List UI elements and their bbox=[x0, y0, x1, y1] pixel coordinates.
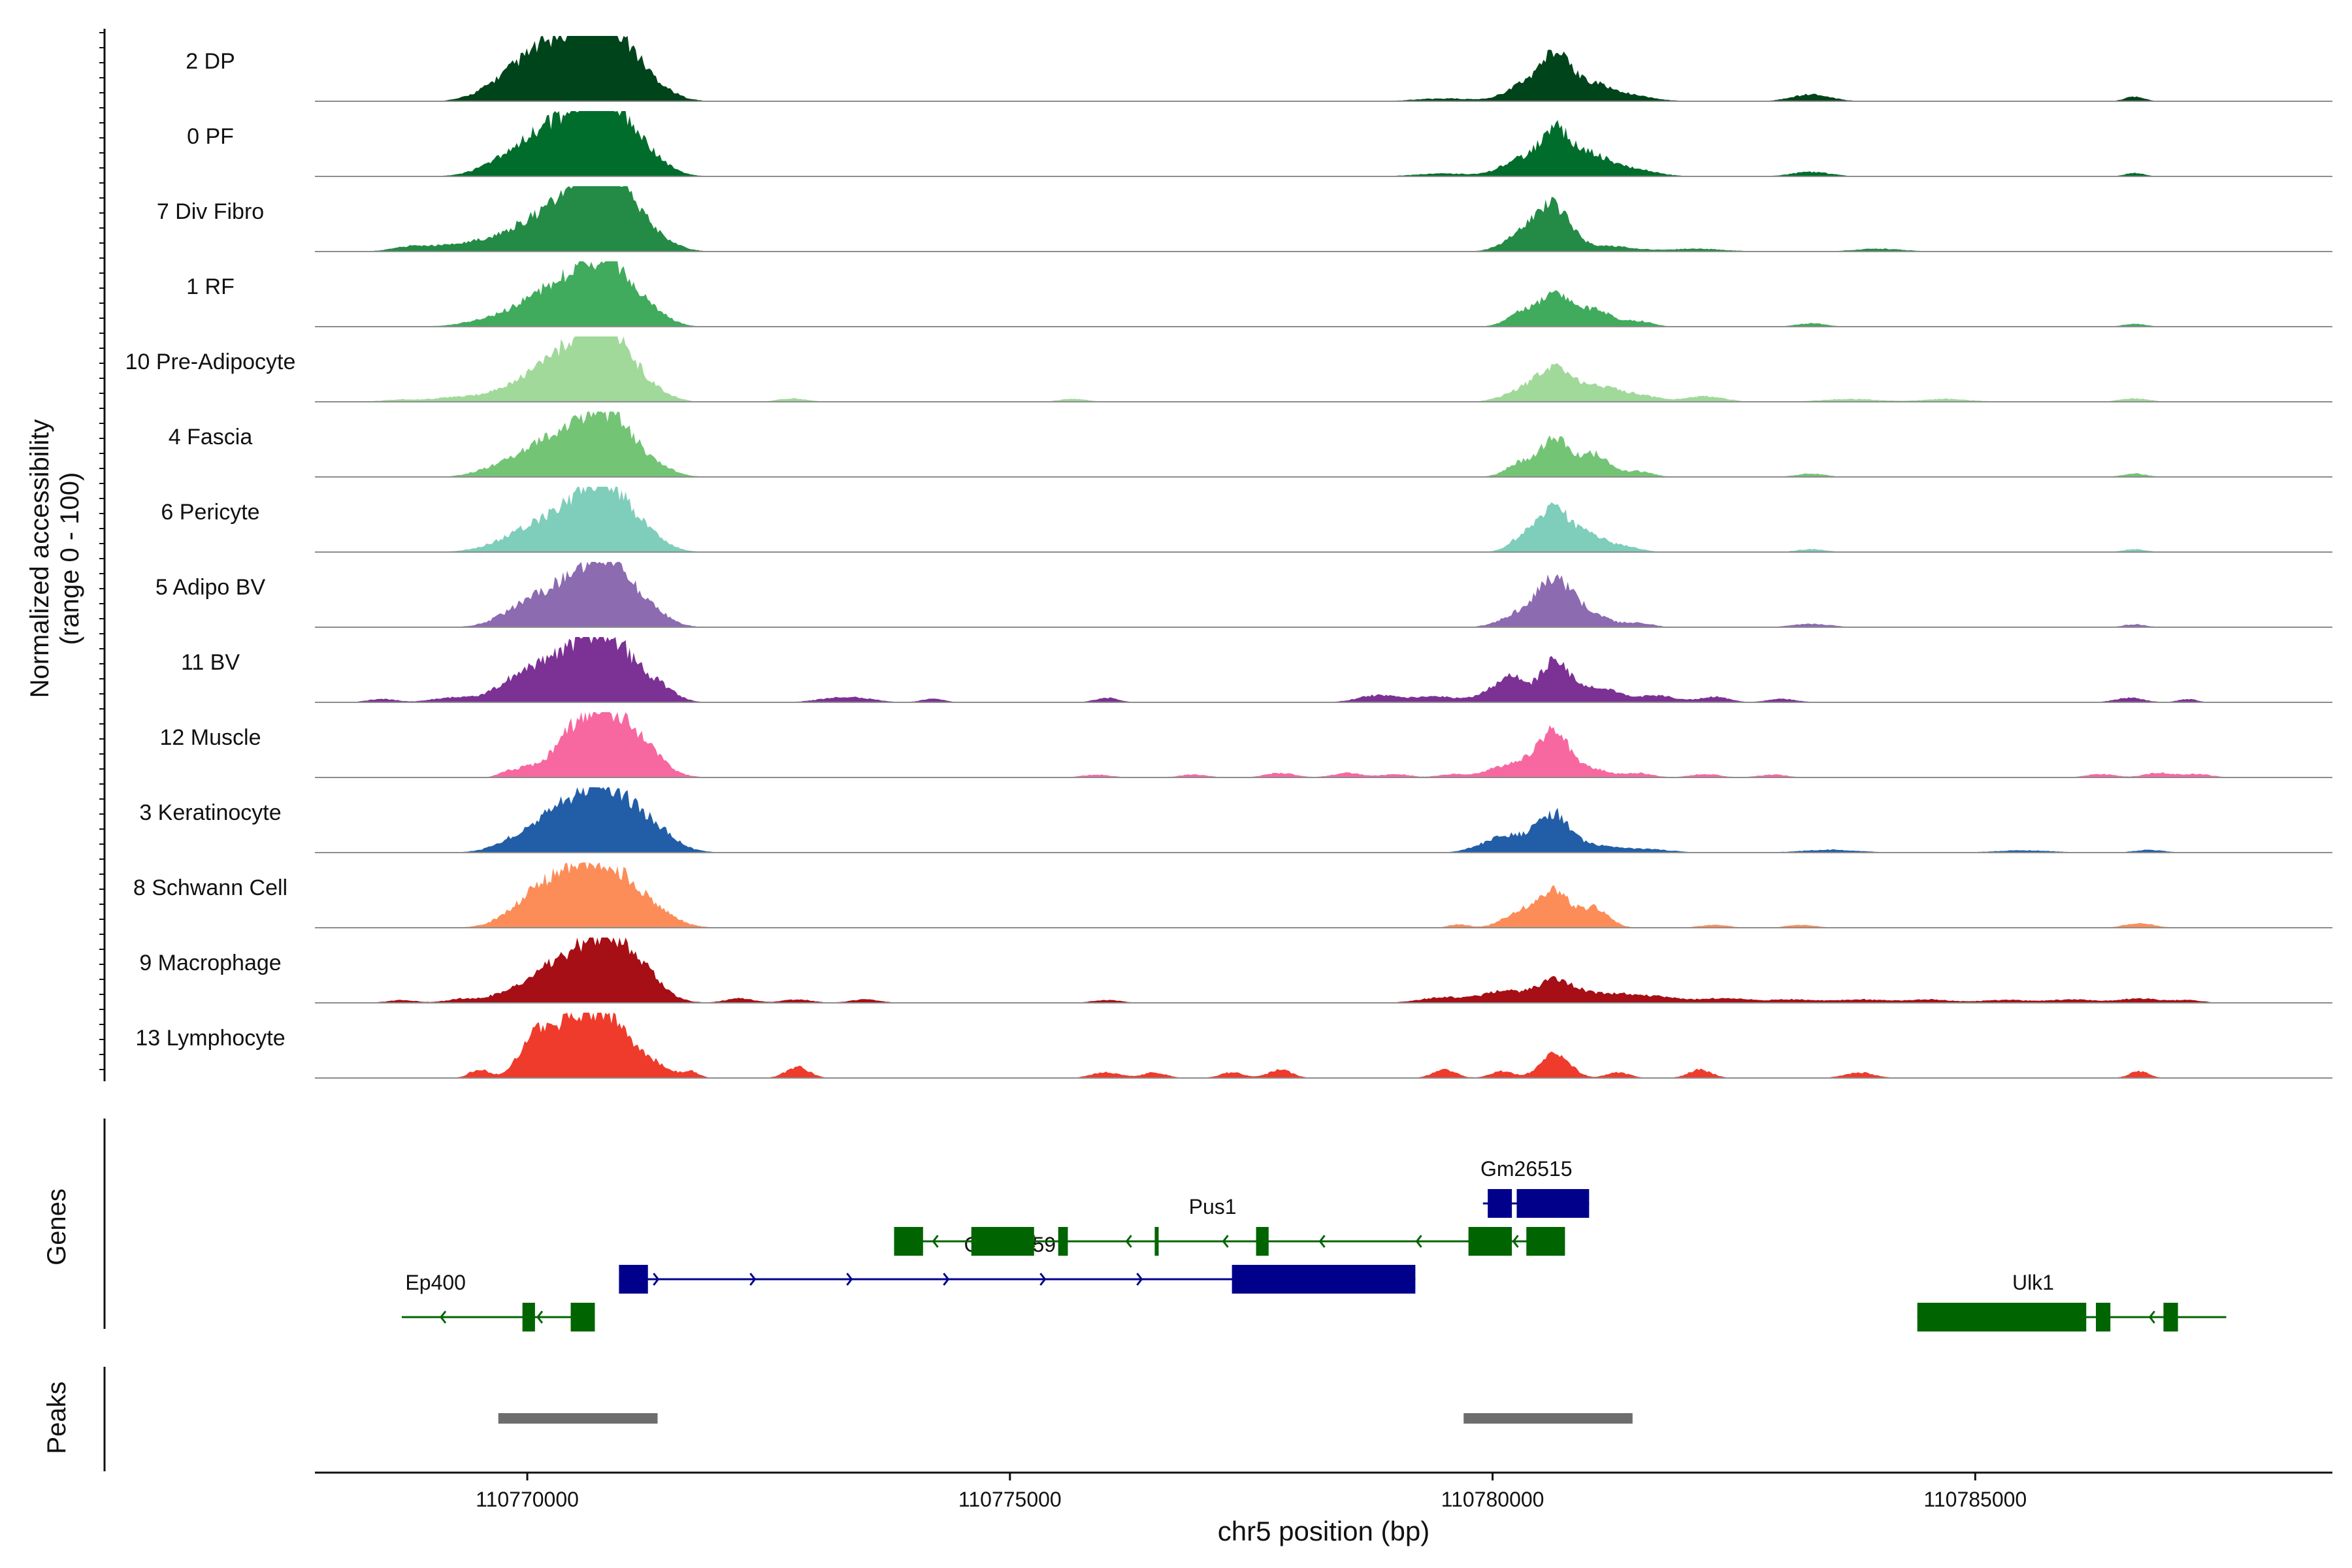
peak-region bbox=[498, 1413, 658, 1424]
gene-exon bbox=[522, 1303, 535, 1331]
gene-exon bbox=[570, 1303, 595, 1331]
track-label: 6 Pericyte bbox=[161, 500, 259, 525]
x-tick-label: 110770000 bbox=[476, 1488, 579, 1511]
coverage-area-5-adipo-bv bbox=[315, 562, 2332, 627]
strand-arrow bbox=[846, 1273, 853, 1286]
genes-panel-label: Genes bbox=[42, 1188, 71, 1266]
strand-arrow bbox=[749, 1273, 757, 1286]
track-8-schwann-cell: 8 Schwann Cell bbox=[133, 862, 2332, 928]
gene-exon bbox=[894, 1227, 923, 1256]
gene-exon bbox=[2163, 1303, 2178, 1331]
strand-arrow bbox=[440, 1311, 447, 1324]
peaks-panel bbox=[498, 1413, 1633, 1424]
x-axis-label: chr5 position (bp) bbox=[1218, 1516, 1430, 1546]
gene-exon bbox=[1256, 1227, 1269, 1256]
gene-label: Ulk1 bbox=[2012, 1271, 2054, 1294]
track-1-rf: 1 RF bbox=[186, 261, 2332, 327]
strand-arrow bbox=[2148, 1311, 2155, 1324]
gene-label: Ep400 bbox=[405, 1271, 466, 1294]
y-axis-label-line1: Normalized accessibility bbox=[25, 419, 54, 698]
track-label: 7 Div Fibro bbox=[157, 199, 264, 224]
track-label: 9 Macrophage bbox=[139, 951, 281, 975]
y-axis bbox=[99, 29, 106, 1471]
coverage-area-6-pericyte bbox=[315, 487, 2332, 552]
track-3-keratinocyte: 3 Keratinocyte bbox=[139, 787, 2332, 853]
x-tick-label: 110775000 bbox=[958, 1488, 1062, 1511]
coverage-tracks: 2 DP 0 PF 7 Div Fibro 1 RF 10 Pre-Adipocyte 4… bbox=[125, 36, 2332, 1079]
gene-label: Gm26515 bbox=[1480, 1157, 1573, 1181]
strand-arrow bbox=[1125, 1235, 1132, 1248]
strand-arrow bbox=[1512, 1235, 1519, 1248]
track-5-adipo-bv: 5 Adipo BV bbox=[155, 562, 2332, 628]
track-label: 5 Adipo BV bbox=[155, 575, 266, 600]
strand-arrow bbox=[1415, 1235, 1422, 1248]
gene-ep400: Ep400 bbox=[401, 1271, 595, 1331]
track-7-div-fibro: 7 Div Fibro bbox=[157, 186, 2332, 252]
gene-exon bbox=[1232, 1265, 1416, 1294]
gene-exon bbox=[1917, 1303, 2087, 1331]
gene-label: Pus1 bbox=[1189, 1195, 1237, 1218]
gene-exon bbox=[1058, 1227, 1068, 1256]
track-label: 3 Keratinocyte bbox=[139, 800, 281, 825]
track-12-muscle: 12 Muscle bbox=[160, 712, 2332, 778]
coverage-area-2-dp bbox=[315, 36, 2332, 101]
gene-exon bbox=[619, 1265, 648, 1294]
track-0-pf: 0 PF bbox=[187, 111, 2332, 177]
gene-pus1: Pus1 bbox=[894, 1195, 1565, 1256]
track-10-pre-adipocyte: 10 Pre-Adipocyte bbox=[125, 336, 2332, 402]
coverage-area-13-lymphocyte bbox=[315, 1013, 2332, 1078]
strand-arrow bbox=[536, 1311, 544, 1324]
coverage-area-9-macrophage bbox=[315, 938, 2332, 1003]
gene-exon bbox=[2096, 1303, 2111, 1331]
peak-region bbox=[1463, 1413, 1633, 1424]
track-13-lymphocyte: 13 Lymphocyte bbox=[135, 1013, 2332, 1079]
track-label: 11 BV bbox=[181, 650, 240, 675]
x-axis: 110770000 110775000 110780000 110785000 bbox=[315, 1471, 2332, 1511]
track-11-bv: 11 BV bbox=[181, 637, 2332, 703]
track-9-macrophage: 9 Macrophage bbox=[139, 938, 2332, 1004]
gene-exon bbox=[1154, 1227, 1159, 1256]
track-label: 8 Schwann Cell bbox=[133, 875, 287, 900]
strand-arrow bbox=[653, 1273, 660, 1286]
gene-ulk1: Ulk1 bbox=[1917, 1271, 2227, 1331]
gene-annotation-panel: Ep400Gm15559Pus1Gm26515Ulk1 bbox=[401, 1157, 2227, 1331]
coverage-area-12-muscle bbox=[315, 712, 2332, 777]
coverage-area-0-pf bbox=[315, 111, 2332, 176]
gene-exon bbox=[1468, 1227, 1512, 1256]
track-label: 10 Pre-Adipocyte bbox=[125, 350, 296, 374]
gene-exon bbox=[1526, 1227, 1565, 1256]
x-tick-label: 110780000 bbox=[1441, 1488, 1544, 1511]
strand-arrow bbox=[943, 1273, 950, 1286]
peaks-panel-label: Peaks bbox=[42, 1381, 71, 1454]
coverage-area-4-fascia bbox=[315, 412, 2332, 477]
track-2-dp: 2 DP bbox=[186, 36, 2332, 102]
track-label: 0 PF bbox=[187, 124, 234, 149]
track-label: 12 Muscle bbox=[160, 725, 261, 750]
track-6-pericyte: 6 Pericyte bbox=[161, 487, 2332, 553]
coverage-area-1-rf bbox=[315, 261, 2332, 327]
gene-exon bbox=[1516, 1189, 1590, 1218]
coverage-area-10-pre-adipocyte bbox=[315, 336, 2332, 402]
coverage-area-11-bv bbox=[315, 637, 2332, 702]
gene-exon bbox=[1488, 1189, 1512, 1218]
strand-arrow bbox=[1039, 1273, 1047, 1286]
track-label: 4 Fascia bbox=[169, 425, 253, 449]
coverage-area-7-div-fibro bbox=[315, 186, 2332, 252]
x-tick-label: 110785000 bbox=[1923, 1488, 2027, 1511]
gene-exon bbox=[971, 1227, 1034, 1256]
strand-arrow bbox=[1222, 1235, 1229, 1248]
track-label: 1 RF bbox=[186, 274, 235, 299]
gene-gm26515: Gm26515 bbox=[1480, 1157, 1590, 1218]
track-label: 13 Lymphocyte bbox=[135, 1026, 285, 1051]
strand-arrow bbox=[1318, 1235, 1326, 1248]
track-label: 2 DP bbox=[186, 49, 235, 74]
strand-arrow bbox=[1136, 1273, 1143, 1286]
strand-arrow bbox=[932, 1235, 939, 1248]
coverage-area-8-schwann-cell bbox=[315, 862, 2332, 928]
track-4-fascia: 4 Fascia bbox=[169, 412, 2332, 478]
y-axis-label-line2: (range 0 - 100) bbox=[56, 472, 84, 645]
coverage-area-3-keratinocyte bbox=[315, 787, 2332, 853]
